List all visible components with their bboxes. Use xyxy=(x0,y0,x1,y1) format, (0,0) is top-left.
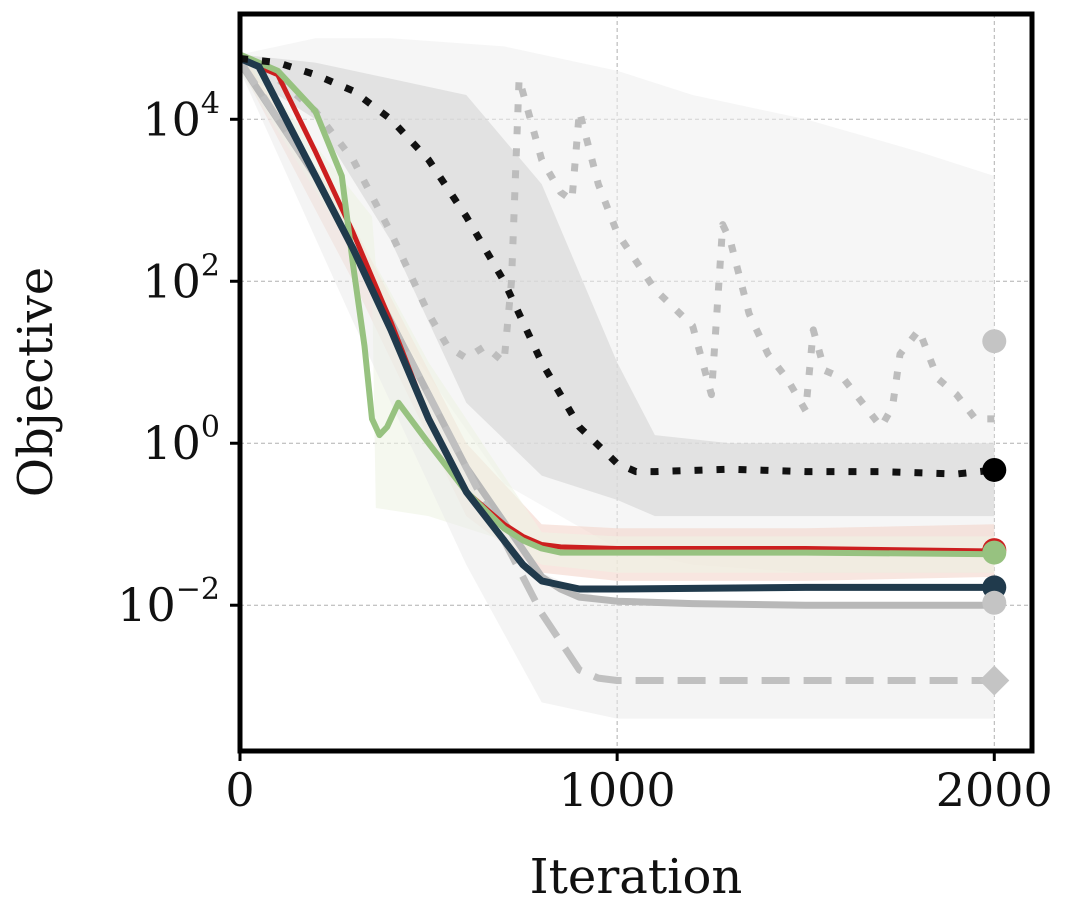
x-axis-label: Iteration xyxy=(530,849,743,905)
series-green xyxy=(240,51,995,558)
series-black-dotted xyxy=(240,55,995,478)
y-axis-label: Objective xyxy=(8,267,64,497)
series-lines xyxy=(240,51,995,684)
y-axis-ticks: 104 102 100 10−2 xyxy=(117,86,240,632)
y-tick-label-4: 104 xyxy=(142,86,220,146)
plot-frame xyxy=(237,11,1035,754)
x-tick-label-0: 0 xyxy=(225,763,254,817)
x-tick-label-2000: 2000 xyxy=(936,763,1053,817)
black-dotted-end-marker xyxy=(982,457,1007,482)
x-axis-ticks: 0 1000 2000 xyxy=(225,751,1053,817)
black-dotted-band xyxy=(240,54,995,517)
end-markers xyxy=(979,329,1010,696)
series-gray-dotted xyxy=(240,57,995,431)
y-tick-label-0: 100 xyxy=(142,410,220,470)
gray-dashed-band xyxy=(240,54,995,719)
gray-dotted-end-marker xyxy=(982,329,1007,354)
y-tick-label-2: 102 xyxy=(142,248,220,308)
series-dark-navy xyxy=(240,55,995,593)
x-tick-label-1000: 1000 xyxy=(559,763,676,817)
gray-dashed-end-marker xyxy=(979,665,1010,696)
gray-solid-end-marker xyxy=(982,590,1007,615)
green-end-marker xyxy=(982,540,1007,565)
y-tick-label-−2: 10−2 xyxy=(117,572,220,632)
